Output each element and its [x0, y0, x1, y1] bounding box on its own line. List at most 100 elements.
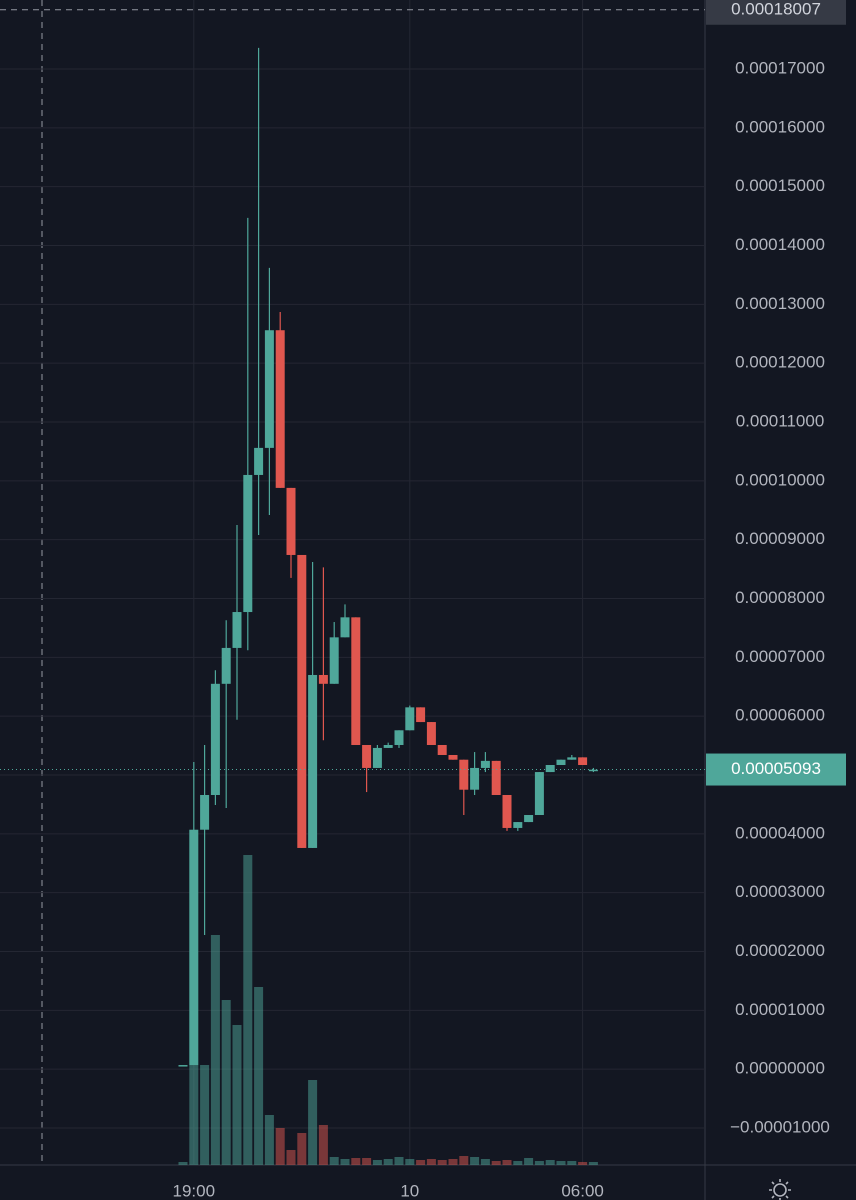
volume-bar [189, 1065, 199, 1165]
high-label-box [706, 0, 846, 25]
y-tick-label: 0.00009000 [735, 529, 825, 548]
volume-bar [448, 1159, 458, 1165]
candle-body [416, 707, 426, 723]
volume-bar [200, 1065, 210, 1165]
settings-icon[interactable] [769, 1179, 791, 1200]
candle-body [210, 683, 220, 796]
y-tick-label: −0.00001000 [730, 1117, 830, 1136]
x-tick-label: 06:00 [561, 1181, 604, 1200]
x-tick-label: 10 [400, 1181, 419, 1200]
candle-body [524, 815, 534, 823]
volume-bar [426, 1159, 436, 1165]
candle-body [588, 769, 598, 772]
candle-body [189, 829, 199, 1066]
candle-body [448, 754, 458, 760]
volume-bar [308, 1080, 318, 1165]
volume-bar [254, 987, 264, 1165]
y-tick-label: 0.00003000 [735, 882, 825, 901]
volume-bar [567, 1161, 577, 1165]
candle-body [480, 760, 490, 768]
volume-bar [513, 1161, 523, 1165]
y-tick-label: 0.00012000 [735, 353, 825, 372]
volume-bar [372, 1160, 382, 1165]
candle-body [340, 617, 350, 638]
candle-body [275, 330, 285, 488]
volume-bar [351, 1158, 361, 1165]
volume-bar [578, 1162, 588, 1165]
candle-body [286, 487, 296, 555]
volume-bar [491, 1161, 501, 1165]
candle-body [178, 1065, 188, 1067]
candle-body [470, 767, 480, 790]
y-tick-label: 0.00006000 [735, 706, 825, 725]
volume-bar [297, 1133, 307, 1165]
y-tick-label: 0.00011000 [736, 411, 825, 430]
volume-bar [243, 855, 253, 1165]
volume-bar [264, 1115, 274, 1165]
candle-body [502, 795, 512, 828]
y-tick-label: 0.00007000 [735, 647, 825, 666]
candle-body [459, 759, 469, 790]
volume-bar [178, 1162, 188, 1165]
candle-body [567, 757, 577, 760]
volume-bar [588, 1162, 598, 1165]
candle-body [394, 730, 404, 745]
volume-bar [394, 1157, 404, 1165]
y-tick-label: 0.00014000 [735, 235, 825, 254]
candle-body [329, 637, 339, 684]
y-tick-label: 0.00013000 [735, 294, 825, 313]
volume-bar [405, 1159, 415, 1165]
candle-body [318, 674, 328, 684]
candle-body [200, 795, 210, 830]
volume-bar [383, 1159, 393, 1165]
volume-bar [470, 1157, 480, 1165]
volume-bar [416, 1160, 426, 1165]
last-price-label: 0.00005093 [731, 759, 821, 778]
volume-bar [340, 1159, 350, 1165]
candle-body [491, 760, 501, 796]
y-tick-label: 0.00004000 [735, 823, 825, 842]
volume-bar [221, 1000, 231, 1165]
candle-body [297, 554, 307, 848]
candle-body [556, 759, 566, 765]
candle-body [372, 747, 382, 768]
volume-bar [362, 1158, 372, 1165]
volume-bar [480, 1159, 490, 1165]
high-label: 0.00018007 [731, 0, 821, 18]
y-tick-label: 0.00016000 [735, 117, 825, 136]
candle-body [578, 757, 588, 765]
candle-body [383, 744, 393, 748]
candle-body [426, 722, 436, 745]
candle-body [243, 474, 253, 613]
candle-body [405, 707, 415, 731]
candle-body [362, 744, 372, 768]
y-tick-label: 0.00001000 [735, 1000, 825, 1019]
candle-body [513, 822, 523, 828]
candle-body [264, 330, 274, 448]
volume-bar [210, 935, 220, 1165]
volume-bar [329, 1157, 339, 1165]
volume-bar [545, 1160, 555, 1165]
candle-body [232, 612, 242, 648]
candle-body [351, 617, 361, 745]
y-tick-label: 0.00002000 [735, 941, 825, 960]
volume-bar [232, 1025, 242, 1165]
volume-bar [437, 1160, 447, 1165]
volume-bar [275, 1128, 285, 1165]
volume-bar [534, 1161, 544, 1165]
candle-body [221, 647, 231, 684]
last-price-box [706, 753, 846, 786]
volume-bar [556, 1161, 566, 1165]
candle-body [308, 674, 318, 848]
y-tick-label: 0.00010000 [735, 470, 825, 489]
y-tick-label: 0.00015000 [735, 176, 825, 195]
candle-body [437, 744, 447, 755]
y-tick-label: 0.00008000 [735, 588, 825, 607]
volume-bar [524, 1158, 534, 1165]
volume-bar [459, 1156, 469, 1165]
volume-bar [502, 1160, 512, 1165]
candle-body [545, 764, 555, 773]
